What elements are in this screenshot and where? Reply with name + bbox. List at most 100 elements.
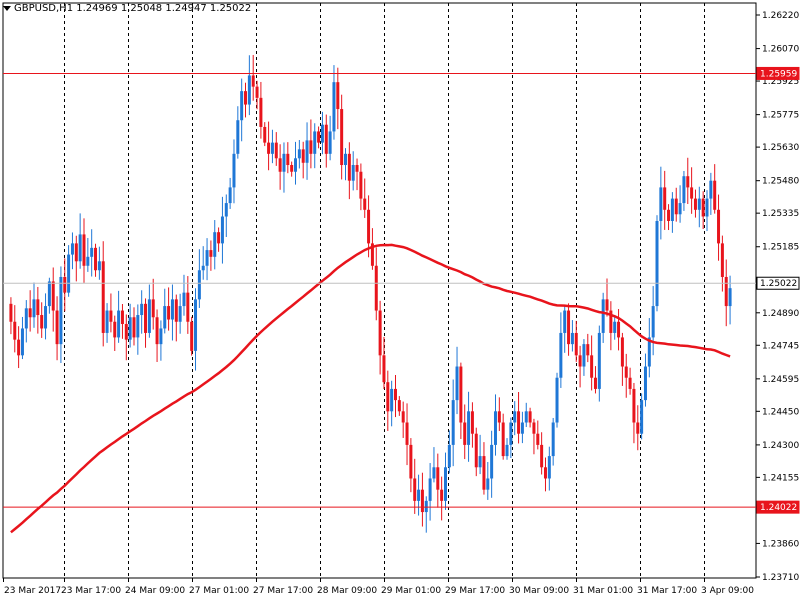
candle-body bbox=[136, 315, 140, 338]
candle-body bbox=[390, 388, 394, 412]
candle-body bbox=[220, 216, 224, 244]
candle-body bbox=[409, 444, 413, 479]
candle-body bbox=[724, 276, 728, 307]
y-tick-label: 1.25630 bbox=[762, 143, 799, 153]
candle-body bbox=[251, 75, 255, 87]
candle-body bbox=[36, 299, 40, 316]
candle-body bbox=[663, 187, 667, 210]
candle-body bbox=[282, 153, 286, 172]
candle-body bbox=[632, 388, 636, 423]
candle-body bbox=[401, 411, 405, 423]
candle-body bbox=[17, 339, 21, 356]
candle-body bbox=[655, 220, 659, 307]
candle-body bbox=[501, 422, 505, 457]
candle-body bbox=[605, 299, 609, 311]
y-tick-label: 1.23710 bbox=[762, 573, 799, 583]
candle-body bbox=[413, 478, 417, 501]
candle-body bbox=[555, 377, 559, 423]
x-tick-label: 29 Mar 01:00 bbox=[381, 586, 441, 596]
candle-body bbox=[28, 308, 32, 318]
y-tick-label: 1.25775 bbox=[762, 111, 799, 121]
candle-body bbox=[459, 366, 463, 423]
candle-body bbox=[524, 411, 528, 423]
symbol-label: GBPUSD,H1 bbox=[14, 3, 74, 14]
x-tick-label: 31 Mar 17:00 bbox=[637, 586, 697, 596]
candle-body bbox=[128, 317, 132, 340]
y-tick-label: 1.25480 bbox=[762, 177, 799, 187]
low-value: 1.24947 bbox=[165, 3, 207, 14]
candle-body bbox=[505, 444, 509, 457]
candle-body bbox=[651, 306, 655, 338]
candle-body bbox=[101, 261, 105, 333]
candle-body bbox=[443, 467, 447, 501]
candle-body bbox=[617, 321, 621, 338]
candle-body bbox=[213, 232, 217, 257]
candle-body bbox=[236, 120, 240, 154]
candle-body bbox=[697, 198, 701, 210]
candle-body bbox=[228, 187, 232, 204]
candle-body bbox=[55, 310, 59, 345]
candle-body bbox=[717, 209, 721, 244]
price-label: 1.25022 bbox=[760, 279, 797, 289]
candle-body bbox=[182, 292, 186, 307]
high-value: 1.25048 bbox=[120, 3, 163, 14]
candle-body bbox=[47, 281, 51, 307]
candle-body bbox=[255, 86, 259, 98]
candle-body bbox=[278, 158, 282, 172]
candle-body bbox=[359, 171, 363, 199]
candle-body bbox=[240, 91, 244, 121]
candle-body bbox=[405, 422, 409, 445]
candle-body bbox=[63, 276, 67, 293]
x-tick-label: 23 Mar 2017 bbox=[4, 586, 61, 596]
candle-body bbox=[590, 355, 594, 378]
candle-body bbox=[201, 265, 205, 271]
y-tick-label: 1.24300 bbox=[762, 441, 799, 451]
x-tick-label: 31 Mar 01:00 bbox=[573, 586, 633, 596]
candle-body bbox=[120, 310, 124, 324]
y-tick-label: 1.24450 bbox=[762, 407, 799, 417]
candle-body bbox=[147, 299, 151, 333]
candle-body bbox=[497, 411, 501, 423]
candle-body bbox=[709, 180, 713, 199]
candle-body bbox=[151, 299, 155, 318]
moving-average-line bbox=[10, 243, 731, 534]
x-tick-label: 27 Mar 17:00 bbox=[253, 586, 313, 596]
candle-body bbox=[124, 323, 128, 340]
candle-body bbox=[640, 400, 644, 434]
candle-body bbox=[274, 142, 278, 159]
candle-body bbox=[163, 306, 167, 329]
candle-body bbox=[117, 310, 121, 338]
candle-body bbox=[74, 243, 78, 262]
candle-body bbox=[636, 422, 640, 434]
candle-body bbox=[528, 411, 532, 423]
candle-body bbox=[647, 337, 651, 367]
candle-body bbox=[436, 467, 440, 490]
candle-body bbox=[447, 444, 451, 468]
candle-body bbox=[263, 126, 267, 143]
candle-body bbox=[70, 243, 74, 255]
candle-body bbox=[547, 456, 551, 479]
candle-body bbox=[313, 131, 317, 154]
price-label-box bbox=[756, 500, 800, 514]
x-tick-label: 27 Mar 01:00 bbox=[189, 586, 249, 596]
candle-body bbox=[186, 292, 190, 322]
candle-body bbox=[355, 165, 359, 172]
candle-body bbox=[393, 388, 397, 401]
candle-body bbox=[378, 310, 382, 356]
candle-body bbox=[440, 489, 444, 501]
candle-body bbox=[578, 355, 582, 367]
candle-body bbox=[332, 82, 336, 132]
candle-body bbox=[532, 422, 536, 434]
y-tick-label: 1.25335 bbox=[762, 209, 799, 219]
candle-body bbox=[593, 377, 597, 389]
candle-body bbox=[90, 247, 94, 257]
dropdown-triangle-icon[interactable] bbox=[3, 6, 11, 11]
candle-body bbox=[32, 299, 36, 318]
candle-body bbox=[659, 187, 663, 221]
candle-body bbox=[170, 299, 174, 320]
candle-body bbox=[209, 250, 213, 257]
candle-body bbox=[386, 382, 390, 412]
close-value: 1.25022 bbox=[209, 3, 252, 14]
candle-body bbox=[451, 400, 455, 445]
candle-body bbox=[205, 250, 209, 266]
